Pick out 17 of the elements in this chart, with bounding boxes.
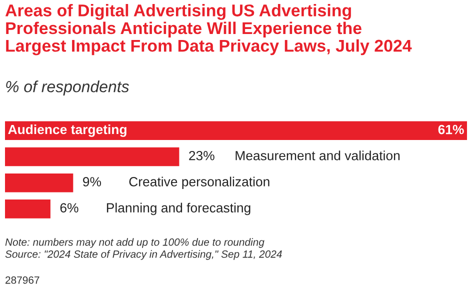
data-label: 61% (438, 124, 464, 134)
source-note: Source: "2024 State of Privacy in Advertising," Sep 11, 2024 (5, 250, 282, 260)
y-tick-label: Audience targeting (8, 124, 126, 137)
bar (5, 200, 50, 218)
bar (5, 173, 74, 192)
chart-subtitle: % of respondents (6, 80, 129, 96)
y-tick-label: Creative personalization (129, 176, 270, 190)
chart-title: Areas of Digital Advertising US Advertising Professionals Anticipate Will Experience the Largest Impact From Data Privacy Laws, July 2024 (5, 4, 412, 56)
data-label: 23% (189, 150, 214, 160)
y-tick-label: Measurement and validation (236, 150, 400, 160)
bar (5, 147, 180, 166)
text: 287967 (6, 276, 40, 284)
data-label: 9% (83, 177, 102, 186)
y-tick-label: Planning and forecasting (106, 202, 250, 216)
text: Note: numbers may not add up to 100% due to rounding (5, 238, 264, 248)
data-label: 6% (60, 203, 78, 212)
bar (5, 121, 467, 140)
